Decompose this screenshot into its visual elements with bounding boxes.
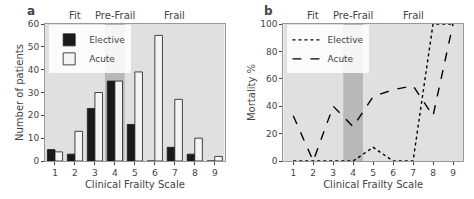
svg-text:Fit: Fit	[69, 10, 81, 21]
svg-text:Pre-Frail: Pre-Frail	[333, 10, 373, 21]
svg-text:9: 9	[450, 168, 456, 178]
svg-text:30: 30	[28, 88, 40, 98]
svg-text:20: 20	[28, 110, 40, 120]
svg-text:40: 40	[28, 65, 40, 75]
svg-text:Clinical Frailty Scale: Clinical Frailty Scale	[323, 179, 423, 190]
svg-text:100: 100	[260, 19, 277, 29]
svg-text:Elective: Elective	[327, 35, 363, 45]
svg-text:60: 60	[266, 74, 278, 84]
svg-text:8: 8	[192, 168, 198, 178]
svg-text:7: 7	[172, 168, 178, 178]
svg-text:Clinical Frailty Scale: Clinical Frailty Scale	[85, 179, 185, 190]
svg-text:60: 60	[28, 19, 40, 29]
svg-text:5: 5	[370, 168, 376, 178]
svg-text:4: 4	[112, 168, 118, 178]
svg-text:1: 1	[290, 168, 296, 178]
svg-text:Pre-Frail: Pre-Frail	[95, 10, 135, 21]
svg-text:Mortality %: Mortality %	[246, 64, 257, 121]
svg-text:0: 0	[33, 156, 39, 166]
svg-text:a: a	[27, 4, 35, 18]
svg-text:20: 20	[266, 129, 278, 139]
svg-text:4: 4	[350, 168, 356, 178]
svg-text:5: 5	[132, 168, 138, 178]
svg-text:Elective: Elective	[89, 35, 125, 45]
svg-text:40: 40	[266, 101, 278, 111]
svg-text:Frail: Frail	[403, 10, 424, 21]
svg-text:Fit: Fit	[307, 10, 319, 21]
svg-text:2: 2	[310, 168, 316, 178]
svg-text:80: 80	[266, 47, 278, 57]
svg-text:Acute: Acute	[327, 54, 353, 64]
svg-text:7: 7	[410, 168, 416, 178]
svg-text:9: 9	[212, 168, 218, 178]
svg-text:3: 3	[330, 168, 336, 178]
svg-text:Frail: Frail	[164, 10, 185, 21]
svg-text:6: 6	[152, 168, 158, 178]
svg-text:10: 10	[28, 133, 40, 143]
svg-text:8: 8	[430, 168, 436, 178]
svg-text:3: 3	[92, 168, 98, 178]
svg-text:50: 50	[28, 42, 40, 52]
svg-text:1: 1	[52, 168, 58, 178]
svg-text:Acute: Acute	[89, 54, 115, 64]
svg-text:0: 0	[272, 156, 278, 166]
svg-text:2: 2	[72, 168, 78, 178]
svg-text:b: b	[264, 4, 273, 18]
svg-text:Number of patients: Number of patients	[14, 44, 25, 141]
svg-text:6: 6	[390, 168, 396, 178]
